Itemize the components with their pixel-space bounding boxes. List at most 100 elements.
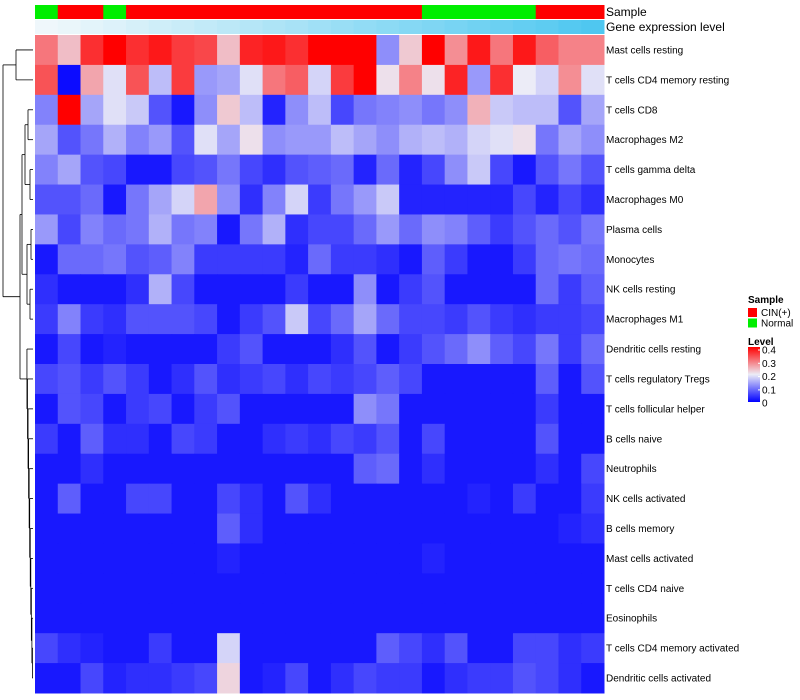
sample-annotation-cell [285, 5, 309, 19]
heatmap-cell [57, 214, 82, 245]
heatmap-cell [262, 423, 286, 455]
heatmap-cell [80, 364, 104, 395]
heatmap-cell [285, 513, 309, 544]
heatmap-cell [80, 35, 104, 66]
row-label: T cells CD4 naive [606, 584, 685, 595]
heatmap-cell [490, 513, 514, 544]
heatmap-cell [467, 513, 491, 544]
heatmap-cell [171, 334, 195, 365]
heatmap-cells [35, 35, 605, 694]
heatmap-cell [194, 483, 218, 515]
heatmap-cell [148, 214, 173, 245]
heatmap-cell [376, 334, 400, 365]
heatmap-cell [421, 244, 446, 275]
heatmap-cell [330, 154, 355, 186]
heatmap-cell [421, 64, 446, 96]
heatmap-cell [239, 513, 264, 544]
heatmap-cell [558, 423, 582, 455]
heatmap-cell [171, 573, 195, 604]
sample-annotation-cell [262, 5, 286, 19]
gene-expression-annotation-cell [399, 20, 423, 34]
heatmap-cell [217, 573, 241, 604]
heatmap-cell [444, 334, 468, 365]
heatmap-cell [148, 274, 173, 305]
heatmap-cell [126, 35, 150, 66]
heatmap-cell [512, 633, 537, 664]
heatmap-cell [80, 663, 104, 694]
heatmap-cell [194, 573, 218, 604]
gene-expression-annotation-cell [171, 20, 195, 34]
gene-expression-annotation-cell [444, 20, 468, 34]
sample-annotation-cell [239, 5, 264, 19]
heatmap-cell [535, 184, 559, 215]
heatmap-cell [126, 334, 150, 365]
heatmap-cell [512, 154, 537, 186]
heatmap-cell [80, 423, 104, 455]
heatmap-cell [421, 94, 446, 126]
heatmap-cell [467, 244, 491, 275]
heatmap-cell [126, 573, 150, 604]
heatmap-cell [444, 663, 468, 694]
heatmap-cell [285, 244, 309, 275]
heatmap-cell [353, 513, 377, 544]
heatmap-cell [80, 94, 104, 126]
sample-legend-swatch [748, 318, 757, 328]
gene-expression-annotation-cell [285, 20, 309, 34]
heatmap-cell [444, 35, 468, 66]
heatmap-cell [399, 64, 423, 96]
heatmap-cell [330, 94, 355, 126]
heatmap-cell [35, 663, 59, 694]
heatmap-cell [171, 423, 195, 455]
heatmap-cell [535, 334, 559, 365]
heatmap-cell [421, 483, 446, 515]
heatmap-cell [535, 364, 559, 395]
heatmap-cell [80, 513, 104, 544]
heatmap-cell [353, 94, 377, 126]
heatmap-cell [194, 393, 218, 425]
heatmap-cell [57, 244, 82, 275]
sample-annotation-cell [57, 5, 82, 19]
heatmap-cell [103, 573, 127, 604]
gene-expression-annotation-cell [467, 20, 491, 34]
heatmap-cell [80, 573, 104, 604]
heatmap-cell [57, 64, 82, 96]
heatmap-cell [103, 423, 127, 455]
row-label: B cells memory [606, 524, 674, 535]
heatmap-cell [399, 483, 423, 515]
heatmap-cell [308, 334, 332, 365]
heatmap-cell [399, 573, 423, 604]
heatmap-cell [171, 483, 195, 515]
heatmap-cell [57, 184, 82, 215]
heatmap-cell [581, 543, 605, 574]
heatmap-cell [171, 603, 195, 634]
heatmap-cell [376, 304, 400, 335]
heatmap-cell [421, 124, 446, 156]
heatmap-cell [376, 364, 400, 395]
heatmap-cell [103, 393, 127, 425]
heatmap-cell [399, 633, 423, 664]
heatmap-cell [490, 304, 514, 335]
heatmap-cell [148, 393, 173, 425]
heatmap-cell [194, 364, 218, 395]
heatmap-cell [103, 244, 127, 275]
heatmap-cell [285, 603, 309, 634]
heatmap-cell [194, 124, 218, 156]
heatmap-cell [308, 393, 332, 425]
heatmap-cell [353, 184, 377, 215]
heatmap-cell [490, 124, 514, 156]
row-label: Macrophages M0 [606, 195, 684, 206]
heatmap-cell [126, 304, 150, 335]
heatmap-cell [285, 393, 309, 425]
row-label: Monocytes [606, 255, 654, 266]
heatmap-cell [57, 124, 82, 156]
row-label: T cells CD4 memory resting [606, 75, 729, 86]
gene-expression-annotation-cell [558, 20, 582, 34]
heatmap-cell [57, 154, 82, 186]
heatmap-cell [126, 274, 150, 305]
heatmap-cell [239, 393, 264, 425]
heatmap-cell [490, 453, 514, 485]
heatmap-cell [262, 184, 286, 215]
heatmap-cell [171, 64, 195, 96]
heatmap-cell [262, 663, 286, 694]
heatmap-cell [467, 423, 491, 455]
